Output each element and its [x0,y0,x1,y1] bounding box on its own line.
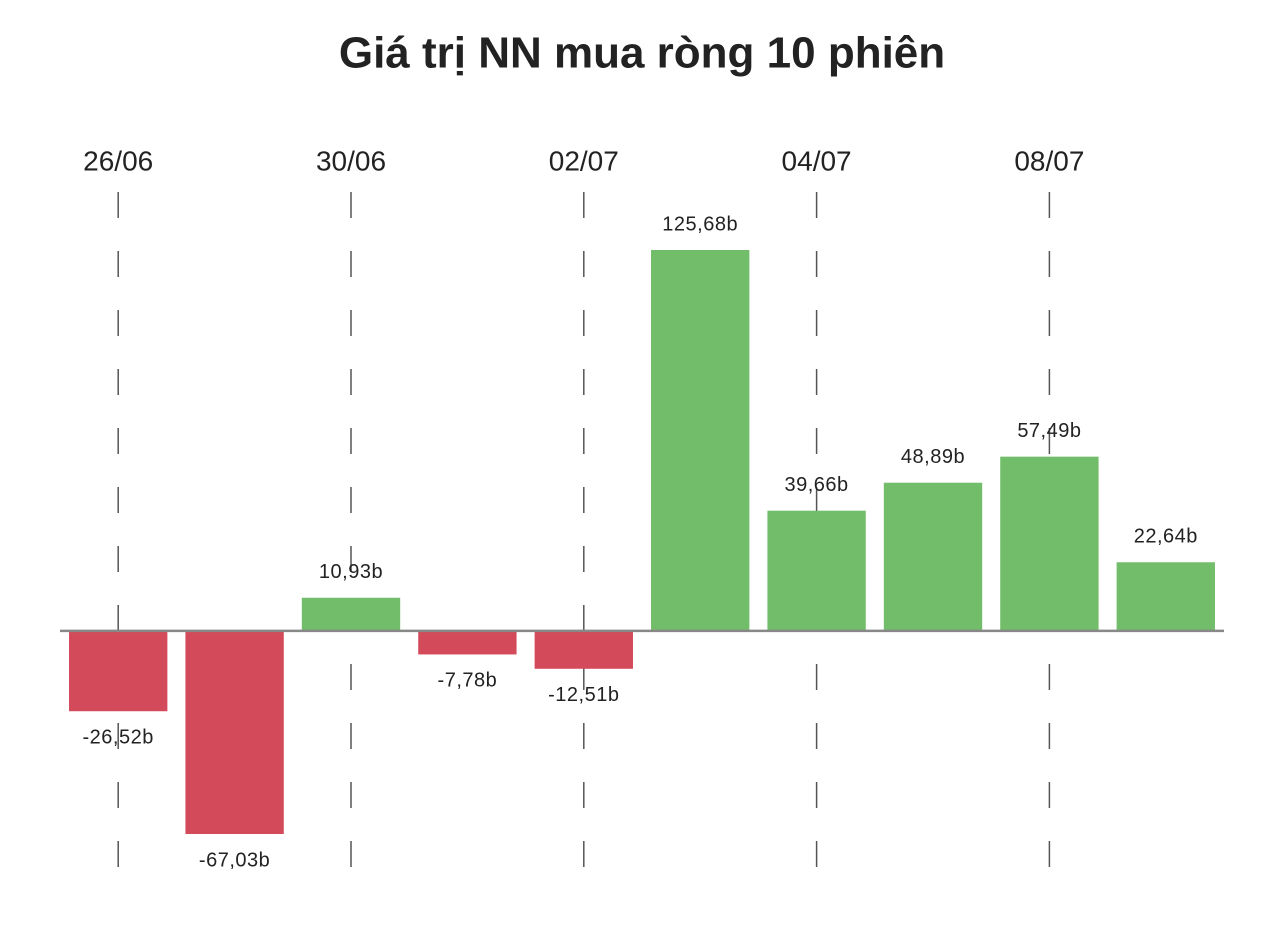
x-tick-label: 08/07 [1014,145,1084,176]
bar [1116,562,1215,631]
value-label: 39,66b [785,474,849,496]
bar [651,250,750,631]
bar [418,630,517,655]
x-tick-label: 02/07 [549,145,619,176]
bar [883,482,983,631]
value-label: 10,93b [319,561,383,583]
bar [185,630,284,834]
bar [69,630,168,712]
value-label: 57,49b [1017,420,1081,442]
value-label: -26,52b [83,727,154,749]
value-label: 22,64b [1134,526,1198,548]
value-label: -12,51b [548,684,619,706]
value-label: 125,68b [662,213,738,235]
x-tick-label: 04/07 [782,145,852,176]
bar [1000,456,1099,631]
value-label: -7,78b [438,670,498,692]
x-tick-label: 26/06 [83,145,153,176]
chart-title: Giá trị NN mua ròng 10 phiên [339,29,945,78]
x-tick-label: 30/06 [316,145,386,176]
value-label: -67,03b [199,849,270,871]
bar [534,630,633,669]
bar [301,597,401,631]
bar [767,510,866,631]
value-label: 48,89b [901,446,965,468]
